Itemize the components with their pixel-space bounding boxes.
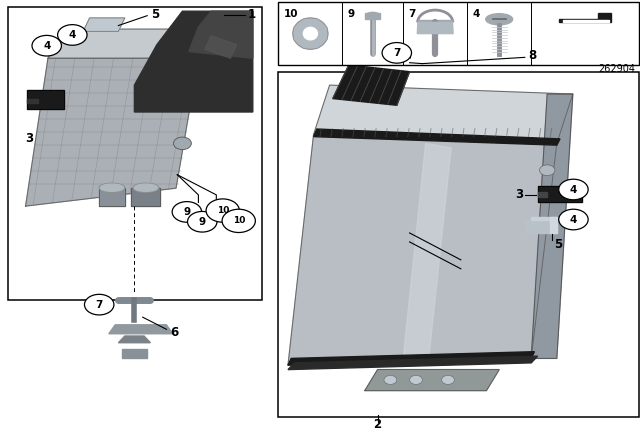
Text: 4: 4: [570, 215, 577, 224]
Text: 2: 2: [374, 418, 381, 431]
Text: 262904: 262904: [598, 64, 636, 73]
Bar: [8, 7, 262, 300]
Text: 7: 7: [95, 300, 103, 310]
Polygon shape: [314, 129, 560, 145]
Polygon shape: [559, 13, 611, 22]
Ellipse shape: [366, 12, 380, 19]
Text: 4: 4: [43, 41, 51, 51]
Polygon shape: [333, 65, 410, 105]
Text: 1: 1: [248, 8, 255, 22]
Circle shape: [172, 202, 202, 222]
Ellipse shape: [303, 27, 317, 40]
Circle shape: [559, 179, 588, 200]
Polygon shape: [531, 94, 573, 358]
Circle shape: [32, 35, 61, 56]
Polygon shape: [205, 36, 237, 58]
Ellipse shape: [134, 184, 157, 191]
Polygon shape: [550, 217, 557, 233]
Text: 4: 4: [472, 9, 480, 19]
Circle shape: [59, 28, 82, 44]
Polygon shape: [563, 20, 609, 22]
Text: 5: 5: [152, 8, 159, 22]
Text: 3: 3: [516, 188, 524, 202]
Polygon shape: [314, 85, 573, 143]
Circle shape: [40, 40, 52, 49]
Polygon shape: [365, 13, 380, 19]
Circle shape: [58, 25, 87, 45]
Polygon shape: [122, 349, 147, 358]
Circle shape: [222, 209, 255, 233]
Bar: [278, 2, 639, 65]
Polygon shape: [83, 18, 125, 31]
Polygon shape: [26, 58, 198, 206]
Text: 10: 10: [232, 216, 245, 225]
Ellipse shape: [99, 183, 125, 192]
Text: 4: 4: [68, 30, 76, 40]
Circle shape: [206, 199, 239, 222]
Circle shape: [442, 375, 454, 384]
Circle shape: [188, 211, 217, 232]
Text: 5: 5: [554, 237, 562, 251]
Text: 9: 9: [348, 9, 355, 19]
Polygon shape: [48, 29, 218, 58]
Circle shape: [64, 31, 77, 40]
Text: 7: 7: [393, 48, 401, 58]
Text: 9: 9: [198, 217, 206, 227]
Polygon shape: [288, 352, 534, 365]
Circle shape: [173, 137, 191, 150]
Polygon shape: [417, 22, 453, 34]
Ellipse shape: [292, 18, 328, 49]
Polygon shape: [189, 11, 253, 58]
Polygon shape: [365, 370, 499, 391]
Text: 6: 6: [171, 326, 179, 339]
Circle shape: [540, 165, 555, 176]
Polygon shape: [109, 325, 173, 334]
Polygon shape: [27, 99, 38, 103]
Text: 4: 4: [570, 185, 577, 194]
Polygon shape: [99, 188, 125, 206]
Ellipse shape: [486, 13, 513, 25]
Polygon shape: [288, 356, 538, 370]
Text: 7: 7: [408, 9, 416, 19]
Polygon shape: [118, 336, 150, 343]
Text: 9: 9: [183, 207, 191, 217]
Polygon shape: [531, 217, 557, 220]
Ellipse shape: [133, 183, 159, 192]
Polygon shape: [134, 11, 253, 112]
Polygon shape: [418, 20, 452, 22]
Circle shape: [559, 209, 588, 230]
Text: 10: 10: [216, 206, 229, 215]
Text: 3: 3: [26, 132, 33, 146]
Bar: [278, 72, 639, 417]
Polygon shape: [27, 90, 64, 109]
Ellipse shape: [100, 184, 124, 191]
Circle shape: [382, 43, 412, 63]
Polygon shape: [131, 188, 160, 206]
Polygon shape: [403, 143, 451, 358]
Polygon shape: [288, 134, 557, 365]
Polygon shape: [538, 192, 547, 197]
Circle shape: [84, 294, 114, 315]
Circle shape: [410, 375, 422, 384]
Circle shape: [35, 37, 58, 53]
Text: 10: 10: [284, 9, 298, 19]
Polygon shape: [538, 186, 582, 202]
Polygon shape: [525, 220, 557, 233]
Circle shape: [384, 375, 397, 384]
Text: 8: 8: [529, 49, 536, 62]
